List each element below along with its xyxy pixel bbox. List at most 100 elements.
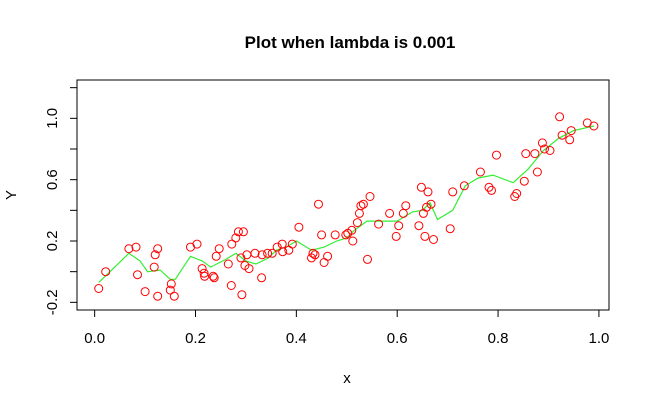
data-point <box>394 221 404 231</box>
data-point <box>140 287 150 297</box>
data-point <box>347 225 357 235</box>
data-point <box>385 208 395 218</box>
data-point <box>153 244 163 254</box>
data-point <box>250 248 260 258</box>
data-point <box>540 144 549 154</box>
data-point <box>519 176 529 186</box>
data-point <box>238 227 248 237</box>
data-point <box>374 219 384 229</box>
data-point <box>414 221 424 231</box>
y-tick-label: -0.2 <box>44 289 61 315</box>
data-point <box>356 201 366 211</box>
x-tick-label: 0.2 <box>185 330 206 347</box>
y-tick-label: 0.2 <box>44 231 61 252</box>
data-point <box>323 251 333 261</box>
data-point <box>530 149 540 159</box>
data-point <box>124 244 134 254</box>
data-point <box>512 189 522 198</box>
x-tick-label: 0.0 <box>84 330 105 347</box>
data-point <box>422 202 431 212</box>
data-point <box>287 239 297 249</box>
data-point <box>354 208 364 218</box>
fitted-line-layer <box>98 125 595 283</box>
data-point <box>294 222 304 232</box>
data-point <box>263 248 273 258</box>
data-point <box>416 182 426 192</box>
data-point <box>231 233 241 243</box>
data-point <box>192 239 202 249</box>
data-point <box>420 231 430 241</box>
data-point <box>200 271 210 281</box>
data-point <box>169 291 179 301</box>
data-point <box>565 135 575 145</box>
data-point <box>209 273 219 283</box>
data-point <box>319 258 329 267</box>
data-point <box>557 130 567 140</box>
data-point <box>267 248 277 258</box>
data-point <box>226 281 236 290</box>
data-point <box>330 230 340 240</box>
data-point <box>358 199 368 209</box>
data-point <box>101 267 111 277</box>
data-point <box>487 185 496 195</box>
data-point <box>244 264 254 274</box>
data-point <box>537 138 547 148</box>
data-point <box>94 284 104 293</box>
data-point <box>566 126 576 136</box>
plot-frame <box>76 79 610 311</box>
y-tick-label: 0.6 <box>44 169 61 190</box>
x-tick-label: 0.4 <box>286 330 307 347</box>
data-point <box>227 239 237 249</box>
data-point <box>133 270 142 280</box>
data-point <box>391 231 401 241</box>
data-point <box>492 150 501 160</box>
data-point <box>131 242 141 252</box>
y-tick-label: 1.0 <box>44 108 61 129</box>
x-axis: 0.0 0.2 0.4 0.6 0.8 1.0 <box>84 309 609 347</box>
data-point <box>423 187 433 197</box>
data-point <box>341 230 351 240</box>
data-point <box>211 251 221 261</box>
y-axis: -0.2 0.2 0.6 1.0 <box>44 87 78 315</box>
fitted-line <box>98 125 595 283</box>
data-point <box>475 167 485 177</box>
data-point <box>208 271 218 281</box>
data-point <box>352 218 362 228</box>
data-point <box>314 199 323 209</box>
x-tick-label: 0.6 <box>387 330 408 347</box>
data-point <box>426 199 436 209</box>
data-point <box>165 285 175 295</box>
x-tick-label: 0.8 <box>488 330 509 347</box>
x-tick-label: 1.0 <box>588 330 609 347</box>
data-point <box>233 227 243 237</box>
data-point <box>223 259 233 269</box>
data-point <box>363 254 372 264</box>
data-points-layer <box>94 112 599 301</box>
data-point <box>589 121 599 131</box>
data-point <box>317 230 327 240</box>
data-point <box>214 244 224 254</box>
y-axis-label: Y <box>3 190 20 200</box>
data-point <box>197 264 207 274</box>
data-point <box>348 236 358 246</box>
data-point <box>484 182 494 192</box>
data-point <box>237 290 247 300</box>
data-point <box>310 250 320 260</box>
data-point <box>521 149 531 159</box>
data-point <box>429 235 438 244</box>
data-point <box>418 208 428 218</box>
data-point <box>401 201 411 211</box>
data-point <box>149 262 159 272</box>
data-point <box>555 112 565 122</box>
data-point <box>257 250 267 260</box>
data-point <box>398 208 408 218</box>
data-point <box>510 192 520 201</box>
data-point <box>308 248 318 258</box>
data-point <box>445 224 455 234</box>
data-point <box>257 273 267 283</box>
data-point <box>272 242 282 252</box>
chart-title: Plot when lambda is 0.001 <box>245 33 456 52</box>
data-point <box>545 146 555 155</box>
data-point <box>532 167 542 177</box>
